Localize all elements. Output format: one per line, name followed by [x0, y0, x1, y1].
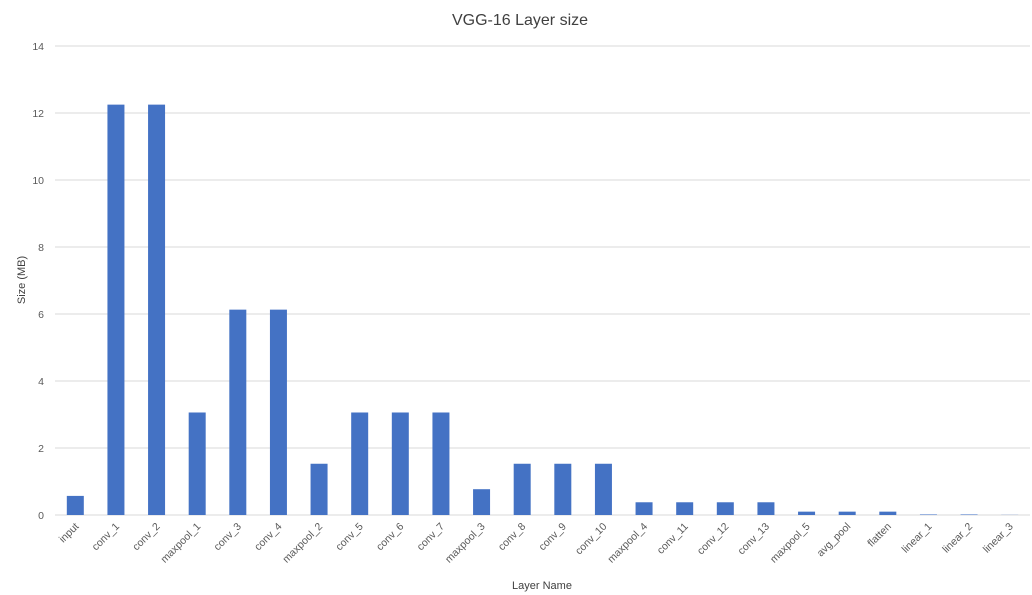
y-tick-label: 10: [32, 175, 44, 187]
x-tick-label: linear_2: [940, 521, 975, 556]
x-tick-label: maxpool_1: [158, 521, 203, 566]
y-tick-label: 2: [38, 443, 44, 455]
bar-input: [66, 495, 84, 515]
x-tick-label: conv_7: [415, 521, 448, 554]
x-tick-label: conv_11: [655, 521, 691, 557]
x-tick-label: conv_2: [130, 521, 163, 554]
bar-conv_8: [513, 463, 531, 515]
y-tick-label: 8: [38, 242, 44, 254]
bar-maxpool_3: [473, 489, 491, 515]
bar-conv_6: [391, 412, 409, 515]
bar-conv_1: [107, 104, 125, 516]
bar-flatten: [879, 511, 897, 515]
y-axis-ticks: 0 2 4 6 8 10 12 14: [32, 41, 44, 522]
x-tick-label: conv_9: [537, 521, 570, 554]
x-tick-label: conv_5: [333, 521, 366, 554]
bar-maxpool_1: [188, 412, 206, 515]
y-tick-label: 0: [38, 510, 44, 522]
x-tick-label: flatten: [865, 521, 894, 550]
x-tick-label: conv_4: [252, 521, 285, 554]
bar-conv_5: [351, 412, 369, 515]
y-tick-label: 4: [38, 376, 44, 388]
x-tick-label: maxpool_3: [443, 521, 488, 566]
y-tick-label: 6: [38, 309, 44, 321]
bar-conv_9: [554, 463, 572, 515]
x-tick-label: avg_pool: [815, 521, 854, 560]
x-tick-label: conv_10: [573, 521, 610, 558]
x-tick-label: conv_1: [90, 521, 123, 554]
x-axis-title: Layer Name: [512, 580, 572, 592]
bar-conv_3: [229, 309, 247, 515]
chart-title: VGG-16 Layer size: [452, 12, 588, 29]
bar-conv_10: [594, 463, 612, 515]
bar-maxpool_2: [310, 463, 328, 515]
x-tick-label: conv_6: [374, 521, 407, 554]
gridlines: [55, 45, 1030, 516]
bar-maxpool_5: [798, 511, 816, 515]
bar-conv_4: [269, 309, 287, 515]
bar-conv_2: [148, 104, 166, 516]
x-tick-label: conv_13: [735, 521, 772, 558]
y-tick-label: 12: [32, 108, 44, 120]
x-tick-label: linear_3: [981, 521, 1016, 556]
x-tick-label: conv_8: [496, 521, 529, 554]
x-tick-label: linear_1: [900, 521, 935, 556]
x-tick-label: conv_12: [695, 521, 732, 558]
y-tick-label: 14: [32, 41, 44, 53]
bar-conv_13: [757, 502, 775, 515]
x-tick-label: maxpool_5: [768, 521, 813, 566]
bar-conv_12: [716, 502, 734, 515]
bars: [66, 104, 1019, 516]
x-tick-label: maxpool_2: [280, 521, 325, 566]
x-tick-label: input: [57, 521, 82, 546]
bar-maxpool_4: [635, 502, 653, 515]
bar-conv_11: [676, 502, 694, 515]
bar-conv_7: [432, 412, 450, 515]
bar-linear_2: [960, 514, 978, 515]
bar-avg_pool: [838, 511, 856, 515]
x-tick-label: maxpool_4: [605, 521, 650, 566]
bar-linear_1: [919, 514, 937, 515]
x-tick-label: conv_3: [212, 521, 245, 554]
y-axis-title: Size (MB): [16, 256, 28, 304]
